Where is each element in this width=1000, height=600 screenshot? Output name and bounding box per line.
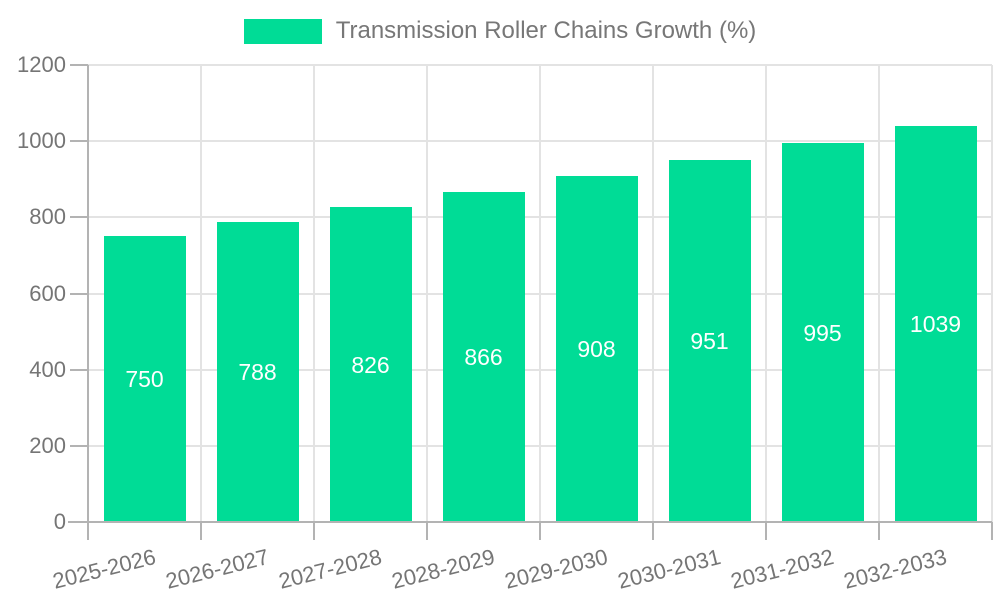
- x-axis-tick: [878, 522, 880, 540]
- bar[interactable]: [781, 143, 864, 522]
- x-axis-tick: [87, 522, 89, 540]
- bar[interactable]: [555, 176, 638, 522]
- bar[interactable]: [216, 221, 299, 522]
- x-axis-tick-label: 2026-2027: [163, 544, 272, 594]
- bar-value-label: 788: [238, 358, 277, 385]
- y-axis-tick: [70, 368, 88, 371]
- gridline-vertical: [878, 65, 880, 522]
- x-axis-tick-label: 2028-2029: [389, 544, 498, 594]
- bar[interactable]: [894, 126, 977, 522]
- gridline-vertical: [991, 65, 993, 522]
- bar-value-label: 866: [464, 344, 503, 371]
- y-axis-tick: [70, 444, 88, 447]
- gridlines-layer: [87, 64, 993, 523]
- x-axis-tick: [539, 522, 541, 540]
- x-axis-tick-label: 2032-2033: [841, 544, 950, 594]
- x-axis-tick: [765, 522, 767, 540]
- gridline-vertical: [200, 65, 202, 522]
- gridline-vertical: [313, 65, 315, 522]
- bar-value-label: 1039: [909, 311, 962, 338]
- x-axis-tick: [652, 522, 654, 540]
- bar-value-label: 951: [690, 327, 729, 354]
- legend-label: Transmission Roller Chains Growth (%): [335, 17, 757, 44]
- bar-value-label: 826: [351, 351, 390, 378]
- x-axis-tick-label: 2027-2028: [276, 544, 385, 594]
- y-axis-tick: [70, 140, 88, 143]
- bar[interactable]: [668, 159, 751, 522]
- y-axis-tick: [70, 64, 88, 66]
- y-axis-tick-label: 1200: [17, 52, 66, 77]
- y-axis-tick: [70, 521, 88, 523]
- y-axis-tick-label: 400: [29, 356, 66, 382]
- y-axis-tick: [70, 292, 88, 295]
- gridline-vertical: [426, 65, 428, 522]
- bar-value-label: 995: [803, 319, 842, 346]
- x-axis-tick: [200, 522, 202, 540]
- bar[interactable]: [442, 192, 525, 522]
- y-axis-tick-label: 600: [29, 280, 66, 306]
- x-axis-tick-label: 2025-2026: [50, 544, 159, 594]
- gridline-vertical: [539, 65, 541, 522]
- legend[interactable]: Transmission Roller Chains Growth (%): [0, 16, 1000, 46]
- y-axis-tick-label: 0: [53, 509, 66, 534]
- x-axis-tick: [426, 522, 428, 540]
- legend-swatch: [243, 18, 322, 44]
- y-axis-tick-label: 200: [29, 432, 66, 458]
- y-axis-tick-label: 800: [29, 204, 66, 230]
- bar[interactable]: [329, 207, 412, 522]
- x-axis-tick: [991, 522, 993, 540]
- bar-value-label: 908: [577, 336, 616, 363]
- x-axis-tick-label: 2031-2032: [728, 544, 837, 594]
- y-axis-tick: [70, 216, 88, 219]
- y-axis-tick-label: 1000: [17, 128, 66, 154]
- gridline-vertical: [652, 65, 654, 522]
- x-axis-tick-label: 2030-2031: [615, 544, 724, 594]
- x-axis-tick: [313, 522, 315, 540]
- plot-area: 750 788 826 866 908 951 995 1039: [87, 64, 993, 523]
- bar-value-label: 750: [125, 366, 164, 393]
- bars-layer: 750 788 826 866 908 951 995 1039: [88, 65, 992, 522]
- bar[interactable]: [103, 236, 186, 522]
- gridline-vertical: [765, 65, 767, 522]
- x-axis-line: [68, 521, 992, 523]
- x-axis-tick-label: 2029-2030: [502, 544, 611, 594]
- y-axis-line: [87, 65, 89, 540]
